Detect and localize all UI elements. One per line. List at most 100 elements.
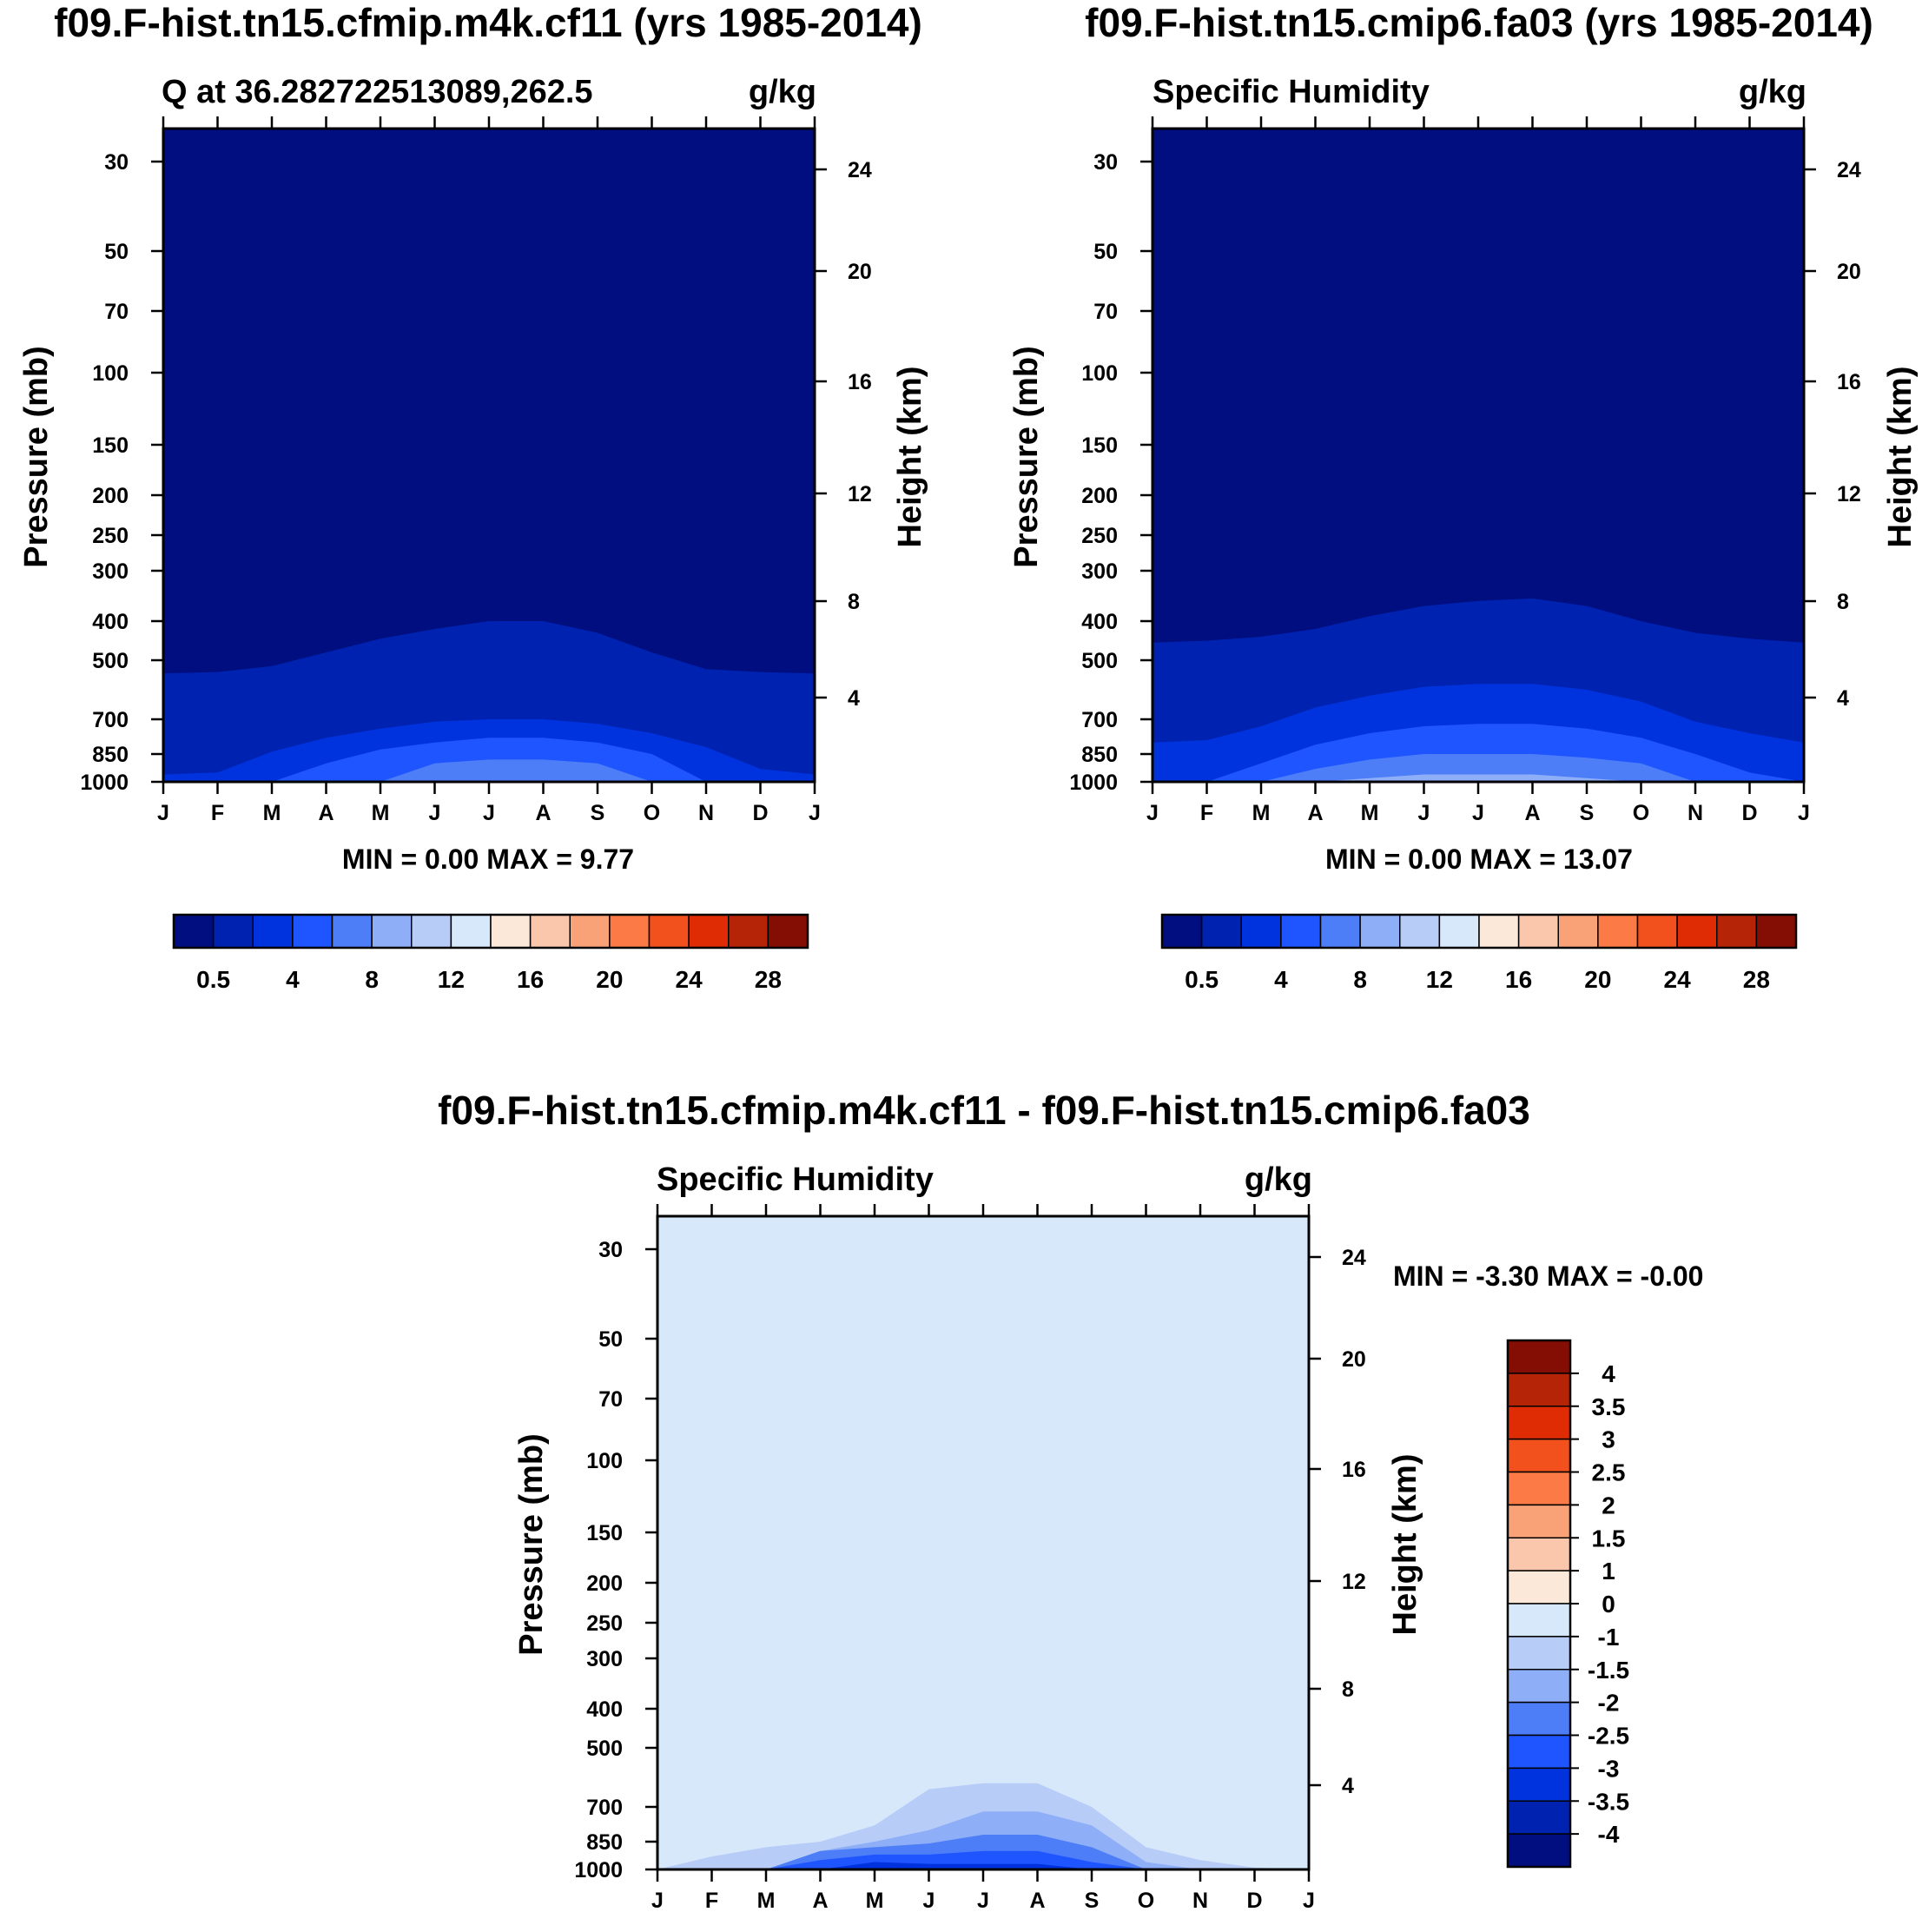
y-axis-title: Pressure (mb) <box>18 346 55 568</box>
colorbar-box <box>1507 1340 1571 1374</box>
y-tick-label: 850 <box>586 1830 623 1855</box>
y-tick-label: 70 <box>104 300 129 324</box>
colorbar-label: -2.5 <box>1588 1723 1629 1750</box>
colorbar-box <box>1507 1406 1571 1440</box>
colorbar-box <box>371 914 413 949</box>
x-tick-label: A <box>535 801 551 825</box>
colorbar-box <box>1200 914 1242 949</box>
x-tick-label: D <box>1246 1889 1262 1913</box>
panel-bottom-difference: f09.F-hist.tn15.cfmip.m4k.cf11 - f09.F-h… <box>438 1088 1703 1913</box>
y-tick-label: 30 <box>104 150 129 175</box>
y2-tick-label: 4 <box>1837 686 1849 711</box>
contour-band <box>163 759 815 782</box>
x-tick-label: M <box>1252 801 1271 825</box>
y2-tick-label: 8 <box>1837 590 1849 614</box>
y2-axis-title: Height (km) <box>1387 1454 1423 1636</box>
y-tick-label: 100 <box>92 361 129 386</box>
colorbar-box <box>1507 1373 1571 1407</box>
x-tick-label: M <box>372 801 390 825</box>
colorbar-label: 24 <box>1664 966 1692 993</box>
colorbar-label: 4 <box>286 966 300 993</box>
plot-units-label: g/kg <box>749 74 816 110</box>
y-tick-label: 100 <box>1081 361 1118 386</box>
colorbar-box <box>1507 1603 1571 1638</box>
x-tick-label: S <box>1085 1889 1100 1913</box>
y-tick-label: 150 <box>92 433 129 458</box>
y-tick-label: 400 <box>586 1697 623 1722</box>
y2-tick-label: 4 <box>1342 1774 1354 1798</box>
colorbar-label: -3.5 <box>1588 1788 1629 1815</box>
y2-tick-label: 20 <box>1342 1347 1366 1372</box>
y-tick-label: 250 <box>1081 524 1118 548</box>
y2-tick-label: 16 <box>1342 1458 1366 1482</box>
y2-tick-label: 24 <box>1342 1246 1366 1270</box>
colorbar: 0.5 4 8 12 16 20 24 28 <box>1160 913 1798 993</box>
contour-plot: J F M A M J J A S O N D J 30 50 70 100 150 200 250 300 400 500… <box>574 1204 1366 1913</box>
colorbar-box <box>1438 914 1480 949</box>
colorbar-label: 0.5 <box>196 966 230 993</box>
y-tick-label: 500 <box>1081 649 1118 673</box>
x-tick-label: D <box>752 801 768 825</box>
y-axis-title: Pressure (mb) <box>1008 346 1045 568</box>
x-tick-label: A <box>1307 801 1323 825</box>
x-tick-label: J <box>923 1889 935 1913</box>
x-tick-label: M <box>263 801 281 825</box>
colorbar-box <box>1319 914 1361 949</box>
x-tick-label: N <box>698 801 714 825</box>
y-tick-label: 300 <box>586 1647 623 1671</box>
x-tick-label: S <box>591 801 605 825</box>
colorbar-box <box>1636 914 1678 949</box>
y-tick-label: 850 <box>1081 743 1118 767</box>
colorbar-box <box>1240 914 1282 949</box>
y-tick-label: 70 <box>1093 300 1118 324</box>
x-tick-label: J <box>1303 1889 1315 1913</box>
x-tick-label: N <box>1192 1889 1208 1913</box>
y-tick-label: 700 <box>92 708 129 732</box>
y2-axis-title: Height (km) <box>892 367 928 548</box>
y-tick-label: 1000 <box>574 1858 623 1882</box>
colorbar-box <box>1478 914 1520 949</box>
x-tick-label: F <box>705 1889 718 1913</box>
y-tick-label: 400 <box>1081 610 1118 634</box>
min-max-stats: MIN = 0.00 MAX = 13.07 <box>1325 844 1633 875</box>
x-tick-label: J <box>651 1889 664 1913</box>
y-tick-label: 150 <box>586 1521 623 1545</box>
colorbar-box <box>173 914 215 949</box>
colorbar-box <box>1507 1833 1571 1868</box>
contour-band <box>1153 774 1804 782</box>
colorbar-label: 0 <box>1602 1591 1615 1618</box>
plot-units-label: g/kg <box>1245 1161 1312 1198</box>
x-tick-label: J <box>483 801 495 825</box>
y2-tick-label: 20 <box>848 260 872 284</box>
y-tick-label: 100 <box>586 1449 623 1473</box>
x-tick-label: J <box>977 1889 989 1913</box>
y2-tick-label: 20 <box>1837 260 1861 284</box>
colorbar-label: -1 <box>1598 1624 1620 1651</box>
y2-tick-label: 12 <box>848 482 872 506</box>
colorbar-box <box>688 914 730 949</box>
y-tick-label: 50 <box>104 240 129 264</box>
colorbar-label: 20 <box>1584 966 1611 993</box>
y2-tick-label: 8 <box>848 590 860 614</box>
x-tick-label: J <box>1472 801 1484 825</box>
x-tick-label: J <box>1146 801 1159 825</box>
panel-top-left: f09.F-hist.tn15.cfmip.m4k.cf11 (yrs 1985… <box>18 0 928 993</box>
colorbar-frame <box>1160 913 1798 949</box>
colorbar-label: 1 <box>1602 1558 1615 1585</box>
x-tick-label: M <box>866 1889 884 1913</box>
x-tick-label: J <box>1798 801 1810 825</box>
y-tick-label: 150 <box>1081 433 1118 458</box>
colorbar-label: -1.5 <box>1588 1657 1629 1684</box>
min-max-stats: MIN = -3.30 MAX = -0.00 <box>1393 1260 1703 1292</box>
colorbar-box <box>1507 1701 1571 1737</box>
colorbar-label: 12 <box>438 966 465 993</box>
colorbar-label: 0.5 <box>1185 966 1219 993</box>
colorbar-box <box>569 914 611 949</box>
y-tick-label: 400 <box>92 610 129 634</box>
colorbar-label: -4 <box>1598 1821 1620 1848</box>
colorbar-label: 2 <box>1602 1492 1615 1518</box>
y-tick-label: 500 <box>586 1737 623 1761</box>
colorbar-label: 2.5 <box>1592 1459 1626 1486</box>
colorbar-box <box>411 914 452 949</box>
